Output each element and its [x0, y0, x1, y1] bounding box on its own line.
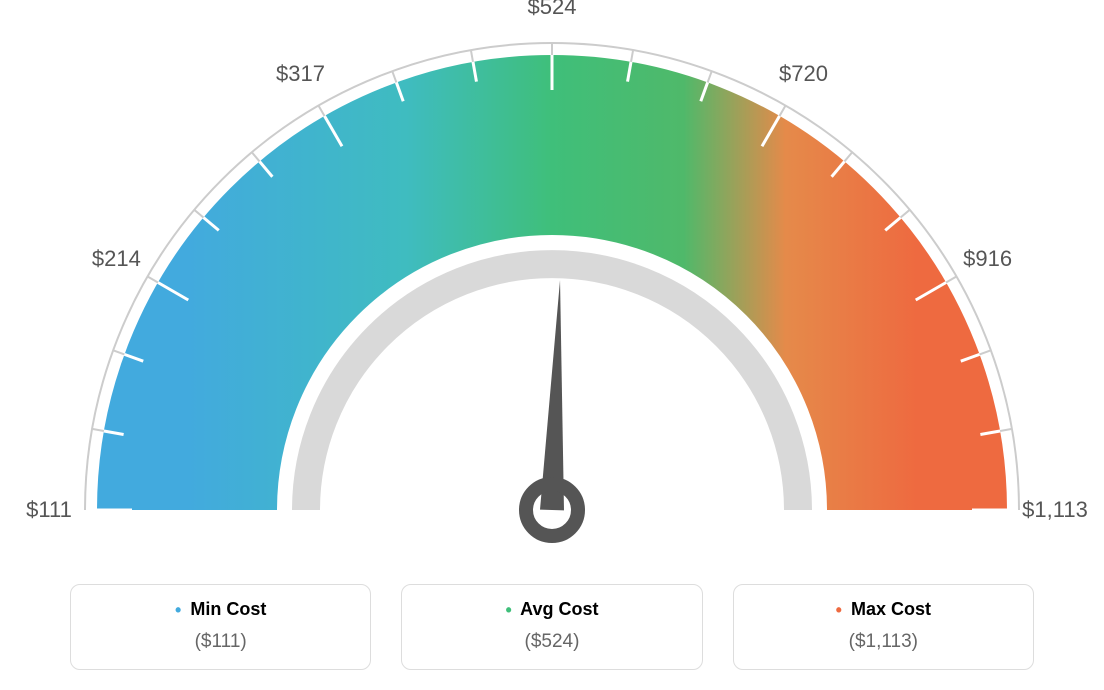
- dot-icon: •: [505, 600, 511, 620]
- gauge-tick-label: $524: [528, 0, 577, 20]
- legend-title-max: • Max Cost: [744, 599, 1023, 621]
- legend-min-value: ($111): [81, 631, 360, 653]
- legend-avg-value: ($524): [412, 631, 691, 653]
- gauge-svg: [0, 0, 1104, 560]
- legend-card-max: • Max Cost ($1,113): [733, 584, 1034, 670]
- legend-max-label: Max Cost: [851, 599, 931, 619]
- legend-min-label: Min Cost: [190, 599, 266, 619]
- gauge-area: $111 $214 $317 $524 $720 $916 $1,113: [0, 0, 1104, 560]
- gauge-tick-label: $214: [92, 246, 141, 272]
- legend-row: • Min Cost ($111) • Avg Cost ($524) • Ma…: [70, 584, 1034, 670]
- legend-card-avg: • Avg Cost ($524): [401, 584, 702, 670]
- legend-avg-label: Avg Cost: [520, 599, 598, 619]
- gauge-tick-label: $916: [963, 246, 1012, 272]
- gauge-tick-label: $317: [276, 61, 325, 87]
- gauge-tick-label: $1,113: [1022, 497, 1088, 523]
- dot-icon: •: [175, 600, 181, 620]
- legend-max-value: ($1,113): [744, 631, 1023, 653]
- gauge-chart-container: $111 $214 $317 $524 $720 $916 $1,113 • Min Cos…: [0, 0, 1104, 690]
- gauge-tick-label: $111: [26, 497, 72, 523]
- dot-icon: •: [836, 600, 842, 620]
- gauge-tick-label: $720: [779, 61, 828, 87]
- legend-title-min: • Min Cost: [81, 599, 360, 621]
- legend-title-avg: • Avg Cost: [412, 599, 691, 621]
- legend-card-min: • Min Cost ($111): [70, 584, 371, 670]
